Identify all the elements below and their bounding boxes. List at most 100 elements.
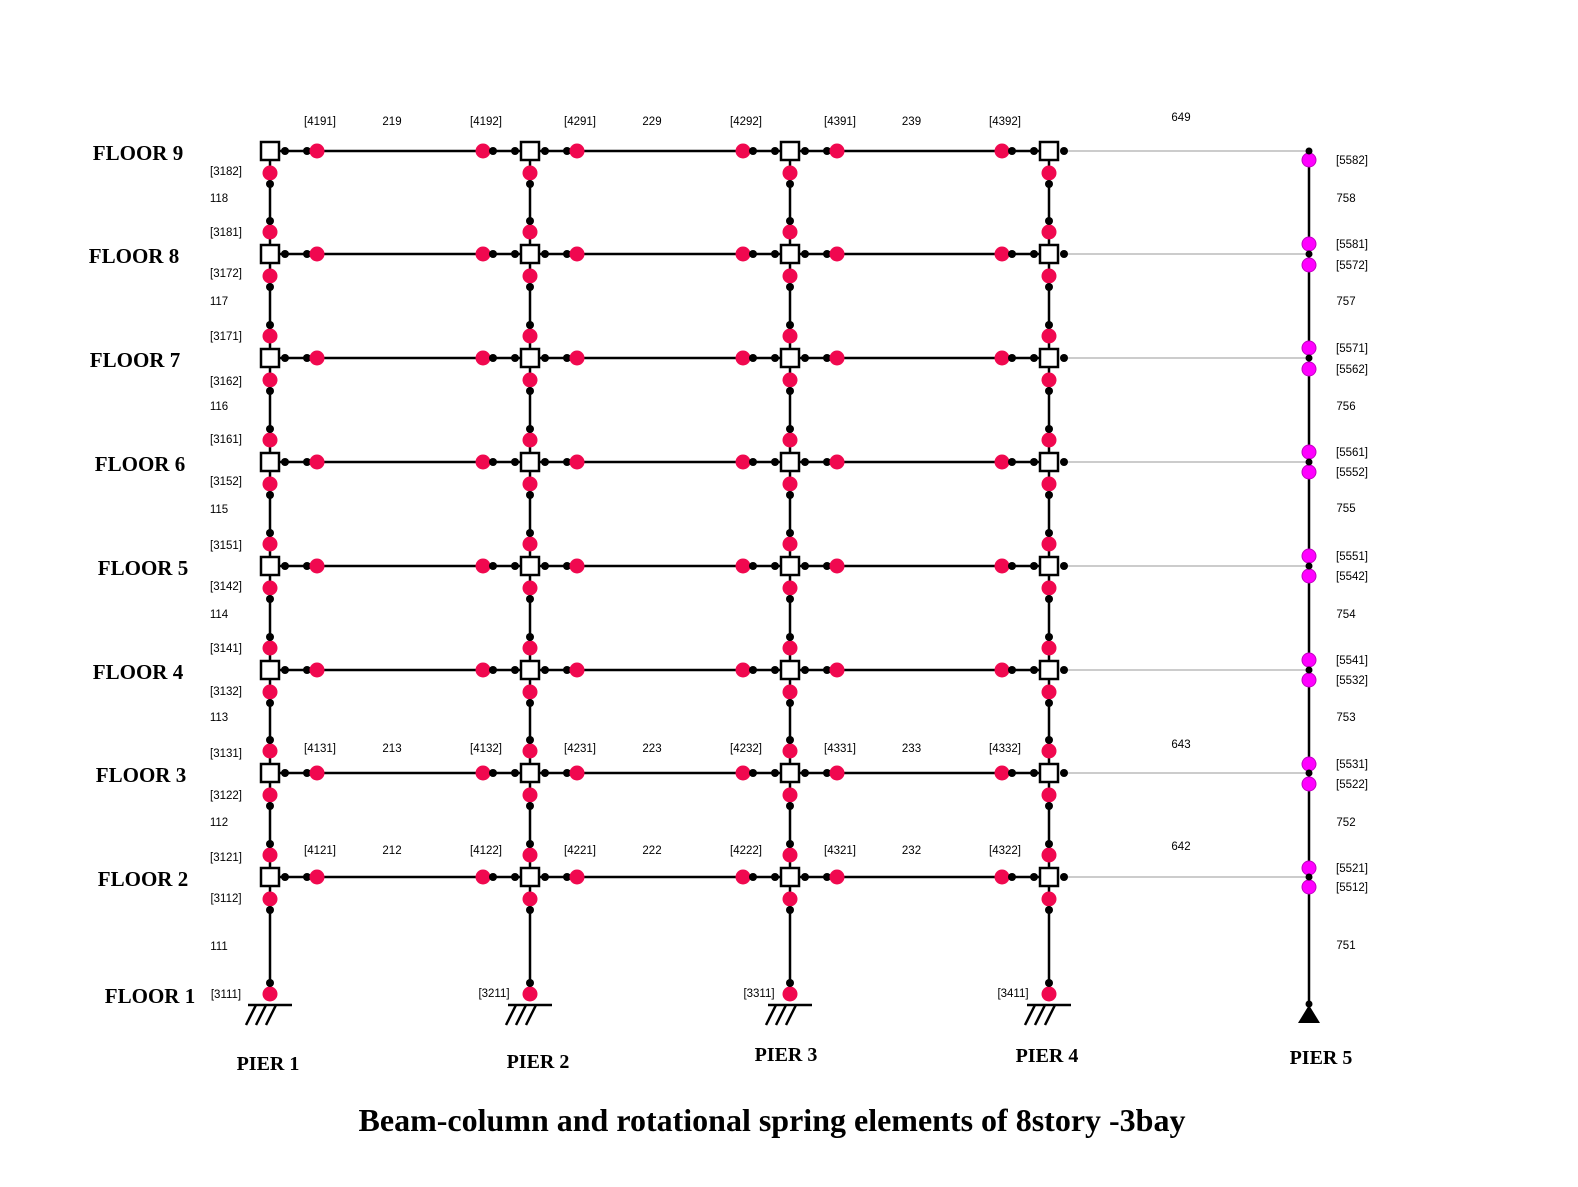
node-dot (563, 354, 571, 362)
node-dot (526, 699, 534, 707)
node-dot (526, 633, 534, 641)
column-spring (1041, 476, 1057, 492)
beam-spring-label: [4391] (824, 116, 856, 128)
truss-element-label: 643 (1171, 739, 1190, 751)
beam-spring-label: [4122] (470, 845, 502, 857)
node-dot (801, 147, 809, 155)
node-dot (749, 769, 757, 777)
node-dot (749, 250, 757, 258)
node-dot (489, 769, 497, 777)
beam-spring (735, 454, 751, 470)
node-dot (266, 283, 274, 291)
column-spring (1041, 268, 1057, 284)
node-dot (786, 736, 794, 744)
panel-zone (779, 866, 801, 888)
node-dot (526, 979, 534, 987)
panel-zone (779, 555, 801, 577)
leaning-spring (1301, 860, 1317, 876)
beam-spring-label: [4222] (730, 845, 762, 857)
column-element-label: 111 (210, 941, 227, 953)
fixed-support-hatch (504, 1004, 518, 1026)
node-dot (511, 354, 519, 362)
panel-zone (519, 347, 541, 369)
node-dot (489, 666, 497, 674)
column-spring (522, 891, 538, 907)
column-spring (782, 847, 798, 863)
node-dot (1060, 458, 1068, 466)
node-dot (749, 873, 757, 881)
leaning-column-label: 753 (1336, 712, 1355, 724)
beam-spring (829, 143, 845, 159)
leaning-column-label: 758 (1336, 193, 1355, 205)
beam-spring (994, 765, 1010, 781)
node-dot (541, 873, 549, 881)
beam-spring (829, 662, 845, 678)
node-dot (266, 529, 274, 537)
beam-spring (735, 350, 751, 366)
leaning-spring-label: [5552] (1336, 467, 1368, 479)
node-dot (749, 147, 757, 155)
column-spring (262, 165, 278, 181)
panel-zone (259, 866, 281, 888)
column-spring (522, 432, 538, 448)
node-dot (1008, 250, 1016, 258)
leaning-spring (1301, 152, 1317, 168)
beam-spring-label: [4232] (730, 743, 762, 755)
panel-zone (1038, 659, 1060, 681)
node-dot (281, 769, 289, 777)
fixed-support-hatch (264, 1004, 278, 1026)
beam-spring-label: [4292] (730, 116, 762, 128)
column-spring (1041, 224, 1057, 240)
beam-spring (569, 662, 585, 678)
beam-spring (829, 765, 845, 781)
panel-zone (519, 140, 541, 162)
node-dot (489, 562, 497, 570)
node-dot (489, 354, 497, 362)
floor-label: FLOOR 1 (105, 984, 195, 1008)
beam-spring-label: [4121] (304, 845, 336, 857)
node-dot (266, 595, 274, 603)
column-spring (262, 268, 278, 284)
node-dot (801, 666, 809, 674)
column-spring (262, 328, 278, 344)
node-dot (281, 250, 289, 258)
node-dot (823, 458, 831, 466)
base-spring (262, 986, 278, 1002)
pier-label: PIER 2 (507, 1051, 570, 1073)
node-dot (1030, 666, 1038, 674)
beam-spring-label: [4291] (564, 116, 596, 128)
beam-spring (309, 454, 325, 470)
node-dot (801, 250, 809, 258)
leaning-column-label: 751 (1336, 940, 1355, 952)
leaning-spring-label: [5532] (1336, 675, 1368, 687)
panel-zone (519, 659, 541, 681)
node-dot (1305, 666, 1313, 674)
node-dot (1030, 458, 1038, 466)
node-dot (281, 666, 289, 674)
column-spring-label: [3172] (210, 268, 242, 280)
column-spring (1041, 328, 1057, 344)
beam-spring (569, 454, 585, 470)
leaning-spring (1301, 652, 1317, 668)
beam-spring (735, 869, 751, 885)
floor-label: FLOOR 3 (96, 763, 186, 787)
node-dot (1305, 354, 1313, 362)
panel-zone (1038, 451, 1060, 473)
beam-spring-label: [4332] (989, 743, 1021, 755)
floor-label: FLOOR 2 (98, 867, 188, 891)
node-dot (266, 633, 274, 641)
column-spring-label: [3161] (210, 434, 242, 446)
panel-zone (779, 347, 801, 369)
fixed-support-hatch (524, 1004, 538, 1026)
column-spring (1041, 847, 1057, 863)
node-dot (526, 217, 534, 225)
node-dot (266, 736, 274, 744)
column-element-label: 117 (210, 296, 228, 308)
base-spring-label: [3211] (478, 988, 509, 1000)
beam-spring (309, 143, 325, 159)
column-spring (522, 328, 538, 344)
leaning-spring (1301, 464, 1317, 480)
node-dot (541, 769, 549, 777)
node-dot (823, 769, 831, 777)
